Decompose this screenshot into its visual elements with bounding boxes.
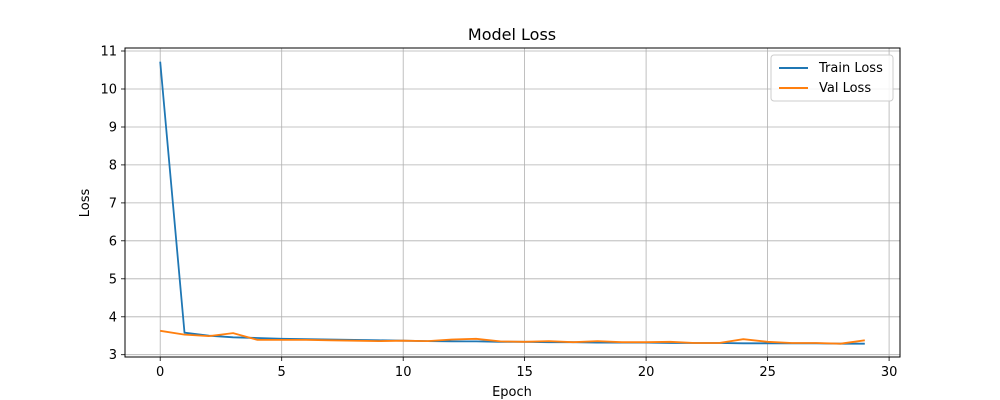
grid-lines — [125, 48, 900, 357]
x-tick-label: 0 — [156, 365, 164, 380]
x-tick-label: 5 — [278, 365, 286, 380]
y-tick-label: 8 — [109, 158, 117, 173]
y-tick-label: 6 — [109, 234, 117, 249]
series-lines — [159, 61, 865, 345]
legend: Train Loss Val Loss — [770, 54, 894, 102]
y-tick-label: 3 — [109, 348, 117, 363]
y-tick-label: 7 — [109, 196, 117, 211]
legend-label-train-loss: Train Loss — [818, 61, 883, 76]
chart-title: Model Loss — [468, 25, 556, 44]
y-tick-label: 9 — [109, 121, 117, 136]
x-tick-label: 15 — [516, 365, 533, 380]
y-tick-label: 4 — [109, 310, 117, 325]
y-tick-label: 11 — [100, 45, 117, 60]
x-tick-label: 25 — [759, 365, 776, 380]
x-tick-label: 20 — [638, 365, 655, 380]
x-axis-label: Epoch — [492, 385, 532, 400]
legend-label-val-loss: Val Loss — [819, 81, 871, 96]
axis-ticks: 0 5 10 15 20 25 30 3 4 5 6 7 8 9 10 11 — [100, 45, 897, 381]
legend-box — [770, 54, 894, 102]
x-tick-label: 10 — [395, 365, 412, 380]
y-tick-label: 5 — [109, 272, 117, 287]
y-tick-label: 10 — [100, 83, 117, 98]
x-tick-label: 30 — [881, 365, 898, 380]
series-line-val-loss — [160, 329, 865, 345]
y-axis-label: Loss — [78, 189, 93, 218]
